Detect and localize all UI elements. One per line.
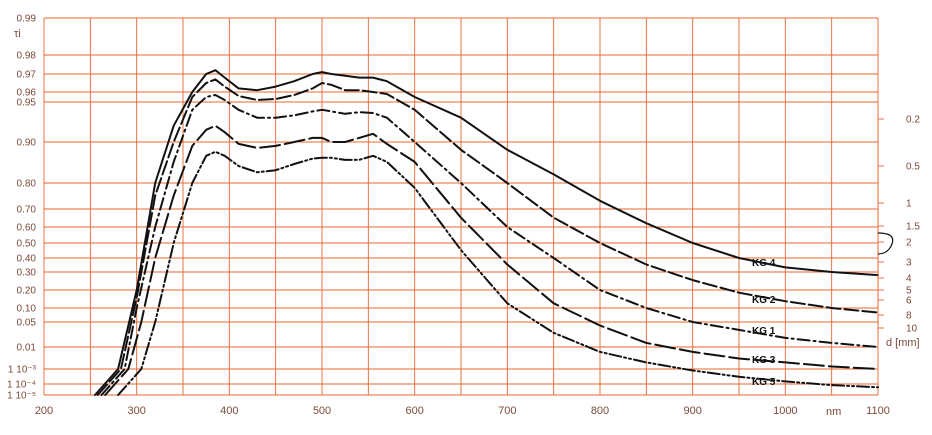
x-tick-label-4: 600 <box>405 405 423 417</box>
y-tick-label-4: 0.95 <box>17 98 37 109</box>
d-tick-label-4: 2 <box>906 238 912 249</box>
d-tick-label-0: 0.2 <box>906 115 920 126</box>
x-axis-unit: nm <box>826 406 841 418</box>
y-tick-label-3: 0.96 <box>17 88 37 99</box>
x-tick-label-1: 300 <box>127 405 145 417</box>
y-tick-label-17: 1 10⁻⁴ <box>7 380 36 391</box>
y-tick-label-18: 1 10⁻⁵ <box>7 391 36 402</box>
y-tick-label-9: 0.50 <box>17 239 37 250</box>
series-line-kg-5 <box>117 150 879 396</box>
y-axis-label: τi <box>14 28 21 40</box>
d-tick-label-10: 10 <box>906 324 918 335</box>
series-label-0: KG 4 <box>752 258 776 269</box>
series-line-kg-3 <box>104 124 879 396</box>
d-tick-label-6: 4 <box>906 274 912 285</box>
y-tick-label-8: 0.60 <box>17 223 37 234</box>
series-label-1: KG 2 <box>752 295 776 306</box>
y-tick-label-13: 0.10 <box>17 304 37 315</box>
x-tick-label-3: 500 <box>313 405 331 417</box>
series-line-kg-4 <box>94 69 879 396</box>
y-tick-label-0: 0.99 <box>17 14 37 25</box>
y-tick-label-14: 0.05 <box>17 318 37 329</box>
x-tick-label-2: 400 <box>220 405 238 417</box>
series-label-3: KG 3 <box>752 355 776 366</box>
series-line-kg-2 <box>96 78 879 396</box>
d-tick-label-1: 0.5 <box>906 162 920 173</box>
series-label-2: KG 1 <box>752 326 776 337</box>
d-tick-label-7: 5 <box>906 286 912 297</box>
x-tick-label-7: 900 <box>683 405 701 417</box>
right-axis-label: d [mm] <box>886 337 920 349</box>
x-tick-label-8: 1000 <box>773 405 797 417</box>
y-tick-label-10: 0.40 <box>17 254 37 265</box>
y-tick-label-6: 0.80 <box>17 179 37 190</box>
y-tick-label-12: 0.20 <box>17 286 37 297</box>
y-tick-label-7: 0.70 <box>17 205 37 216</box>
series-curves: KG 4 KG 2 KG 1 KG 3 KG 5 <box>94 69 879 396</box>
y-tick-label-16: 1 10⁻³ <box>8 365 37 376</box>
d-tick-label-5: 3 <box>906 258 912 269</box>
series-label-4: KG 5 <box>752 377 776 388</box>
d-tick-label-3: 1.5 <box>906 222 920 233</box>
x-tick-label-9: 1100 <box>866 405 890 417</box>
y-tick-label-15: 0.01 <box>17 343 37 354</box>
grid <box>43 17 879 396</box>
y-tick-label-5: 0.90 <box>17 138 37 149</box>
d-tick-label-9: 8 <box>906 311 912 322</box>
d-tick-label-8: 6 <box>906 296 912 307</box>
x-tick-label-0: 200 <box>35 405 53 417</box>
d-tick-label-2: 1 <box>906 199 912 210</box>
d-reference-mark <box>877 232 894 255</box>
y-tick-label-2: 0.97 <box>17 70 37 81</box>
y-tick-label-11: 0.30 <box>17 268 37 279</box>
y-tick-label-1: 0.98 <box>17 51 37 62</box>
x-tick-label-5: 700 <box>498 405 516 417</box>
x-tick-label-6: 800 <box>591 405 609 417</box>
thickness-axis: 0.2 0.5 1 1.5 2 3 456 8 10 <box>877 110 920 335</box>
series-line-kg-1 <box>100 94 879 396</box>
tick-labels: 0.99 0.98 0.97 0.960.95 0.90 0.80 0.70 0.60 0.50… <box>7 14 890 418</box>
